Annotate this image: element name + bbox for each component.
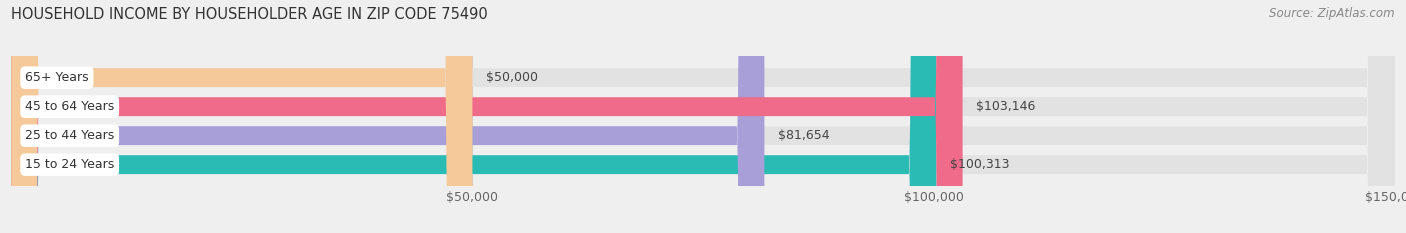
Text: 65+ Years: 65+ Years [25,71,89,84]
Text: $103,146: $103,146 [976,100,1036,113]
FancyBboxPatch shape [11,0,936,233]
Text: $50,000: $50,000 [486,71,538,84]
Text: 25 to 44 Years: 25 to 44 Years [25,129,114,142]
FancyBboxPatch shape [11,0,1395,233]
Text: 45 to 64 Years: 45 to 64 Years [25,100,114,113]
FancyBboxPatch shape [11,0,963,233]
Text: $100,313: $100,313 [950,158,1010,171]
FancyBboxPatch shape [11,0,472,233]
FancyBboxPatch shape [11,0,1395,233]
Text: $81,654: $81,654 [778,129,830,142]
FancyBboxPatch shape [11,0,1395,233]
FancyBboxPatch shape [11,0,1395,233]
Text: Source: ZipAtlas.com: Source: ZipAtlas.com [1270,7,1395,20]
Text: 15 to 24 Years: 15 to 24 Years [25,158,114,171]
FancyBboxPatch shape [11,0,765,233]
Text: HOUSEHOLD INCOME BY HOUSEHOLDER AGE IN ZIP CODE 75490: HOUSEHOLD INCOME BY HOUSEHOLDER AGE IN Z… [11,7,488,22]
